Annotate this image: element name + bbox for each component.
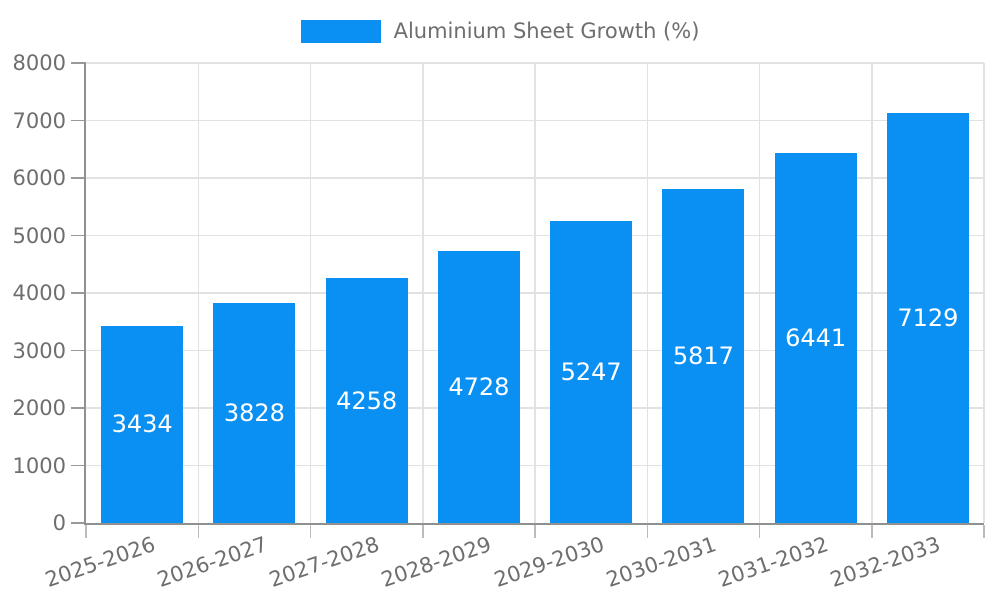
y-tick-label: 5000 (12, 223, 66, 248)
bar-value-label: 4728 (448, 373, 510, 402)
y-tick-label: 0 (52, 511, 66, 535)
y-tick-label: 1000 (12, 453, 66, 478)
bar-value-label: 7129 (897, 304, 959, 333)
legend-label: Aluminium Sheet Growth (%) (393, 19, 700, 43)
x-tick-label: 2027-2028 (266, 532, 383, 592)
x-tick (983, 525, 985, 538)
bar (213, 302, 296, 523)
y-tick (71, 349, 86, 352)
x-tick (758, 525, 761, 538)
bar-value-label: 3434 (111, 410, 173, 439)
x-tick (197, 525, 199, 538)
bar-value-label: 5817 (672, 341, 734, 370)
y-tick-label: 7000 (12, 108, 66, 133)
bar-value-label: 5247 (560, 358, 622, 387)
bar (662, 188, 745, 523)
gridline-v (309, 63, 312, 523)
bar-value-label: 3828 (223, 398, 285, 427)
y-tick (71, 292, 86, 294)
y-tick (71, 119, 86, 122)
x-tick (309, 525, 312, 538)
gridline-v (534, 63, 536, 523)
y-tick-label: 2000 (12, 396, 66, 420)
x-tick (422, 525, 424, 538)
x-tick-label: 2025-2026 (41, 532, 158, 592)
y-tick (71, 234, 86, 237)
y-tick-label: 6000 (12, 166, 66, 190)
x-tick-label: 2026-2027 (154, 532, 271, 592)
legend-swatch (300, 19, 381, 43)
gridline-v (646, 63, 648, 523)
x-tick-label: 2032-2033 (827, 532, 944, 592)
y-tick (71, 407, 86, 409)
x-tick-label: 2029-2030 (490, 532, 607, 592)
x-tick-label: 2030-2031 (603, 532, 720, 592)
x-tick-label: 2028-2029 (378, 532, 495, 592)
x-tick-label: 2031-2032 (715, 532, 832, 592)
y-tick (71, 177, 86, 179)
gridline-v (422, 63, 424, 523)
gridline-v (871, 63, 873, 523)
bar (325, 278, 408, 523)
x-tick (534, 525, 536, 538)
y-axis-line (84, 63, 86, 525)
gridline-v (197, 63, 199, 523)
bar (101, 325, 184, 523)
bar (437, 251, 520, 523)
y-tick (71, 464, 86, 467)
bar (886, 113, 969, 523)
gridline-v (758, 63, 761, 523)
y-tick (71, 522, 86, 524)
x-tick (646, 525, 648, 538)
legend: Aluminium Sheet Growth (%) (0, 19, 1000, 43)
x-tick (871, 525, 873, 538)
x-axis-line (84, 523, 984, 525)
gridline-v (983, 63, 985, 523)
x-tick (85, 525, 87, 538)
bar (774, 152, 857, 523)
bar-value-label: 4258 (336, 386, 398, 415)
bar (550, 221, 633, 523)
y-tick (71, 62, 86, 64)
y-tick-label: 8000 (12, 51, 66, 75)
bar-value-label: 6441 (785, 323, 847, 352)
y-tick-label: 3000 (12, 338, 66, 363)
y-tick-label: 4000 (12, 281, 66, 305)
